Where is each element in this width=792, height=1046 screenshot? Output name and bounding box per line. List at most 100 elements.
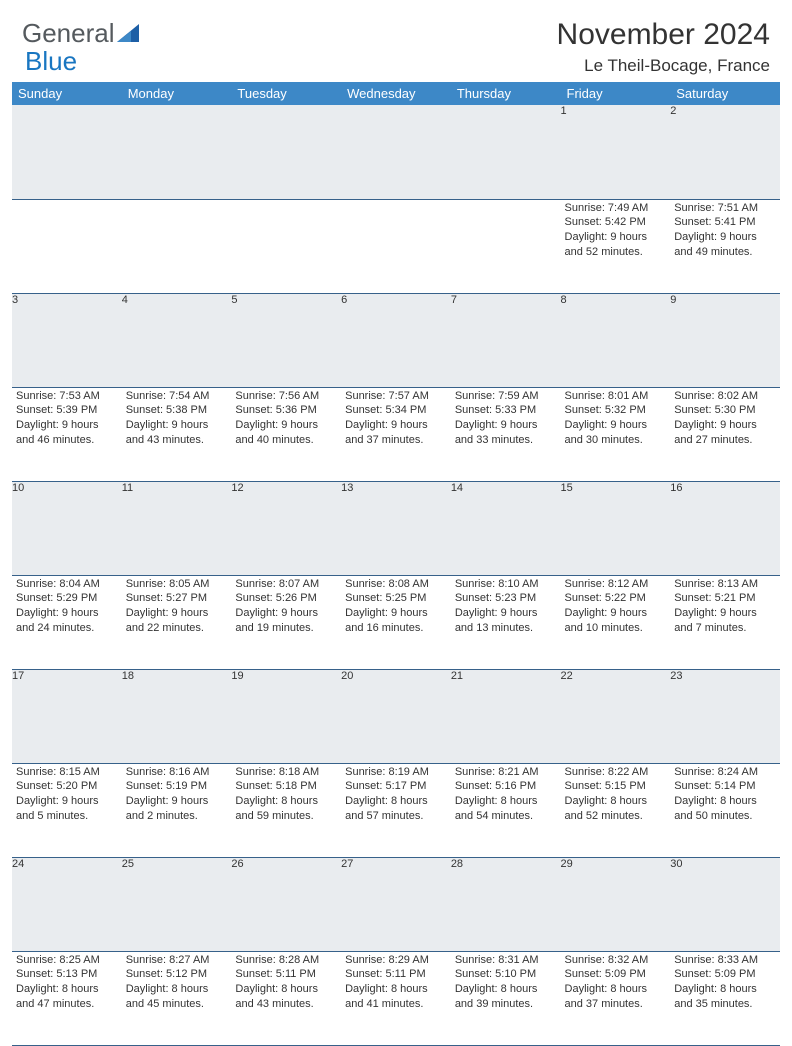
logo-text-gray: General	[22, 18, 115, 49]
day-number	[341, 105, 451, 199]
sunrise-text: Sunrise: 7:49 AM	[565, 201, 667, 216]
day-cell: Sunrise: 8:31 AMSunset: 5:10 PMDaylight:…	[451, 951, 561, 1045]
daylight-text: Daylight: 8 hours and 35 minutes.	[674, 982, 776, 1012]
day-number: 23	[670, 669, 780, 763]
daylight-text: Daylight: 8 hours and 43 minutes.	[235, 982, 337, 1012]
weekday-header: Saturday	[670, 82, 780, 105]
day-cell: Sunrise: 8:24 AMSunset: 5:14 PMDaylight:…	[670, 763, 780, 857]
daylight-text: Daylight: 9 hours and 24 minutes.	[16, 606, 118, 636]
day-cell: Sunrise: 8:04 AMSunset: 5:29 PMDaylight:…	[12, 575, 122, 669]
day-number: 7	[451, 293, 561, 387]
day-cell: Sunrise: 8:05 AMSunset: 5:27 PMDaylight:…	[122, 575, 232, 669]
daylight-text: Daylight: 9 hours and 16 minutes.	[345, 606, 447, 636]
logo-text-blue: Blue	[25, 46, 77, 77]
sunset-text: Sunset: 5:29 PM	[16, 591, 118, 606]
day-cell: Sunrise: 7:56 AMSunset: 5:36 PMDaylight:…	[231, 387, 341, 481]
daylight-text: Daylight: 9 hours and 13 minutes.	[455, 606, 557, 636]
sunset-text: Sunset: 5:38 PM	[126, 403, 228, 418]
sunset-text: Sunset: 5:10 PM	[455, 967, 557, 982]
day-cell: Sunrise: 8:19 AMSunset: 5:17 PMDaylight:…	[341, 763, 451, 857]
day-number: 21	[451, 669, 561, 763]
day-number: 9	[670, 293, 780, 387]
weekday-header: Monday	[122, 82, 232, 105]
sunset-text: Sunset: 5:23 PM	[455, 591, 557, 606]
sunrise-text: Sunrise: 7:54 AM	[126, 389, 228, 404]
day-number: 4	[122, 293, 232, 387]
daylight-text: Daylight: 9 hours and 7 minutes.	[674, 606, 776, 636]
day-number: 19	[231, 669, 341, 763]
daylight-text: Daylight: 9 hours and 49 minutes.	[674, 230, 776, 260]
daylight-text: Daylight: 9 hours and 5 minutes.	[16, 794, 118, 824]
weekday-header: Sunday	[12, 82, 122, 105]
day-cell: Sunrise: 8:33 AMSunset: 5:09 PMDaylight:…	[670, 951, 780, 1045]
sunrise-text: Sunrise: 8:01 AM	[565, 389, 667, 404]
daylight-text: Daylight: 8 hours and 41 minutes.	[345, 982, 447, 1012]
header: General November 2024 Le Theil-Bocage, F…	[0, 0, 792, 82]
sunrise-text: Sunrise: 8:16 AM	[126, 765, 228, 780]
day-detail-row: Sunrise: 8:04 AMSunset: 5:29 PMDaylight:…	[12, 575, 780, 669]
day-number: 20	[341, 669, 451, 763]
sunset-text: Sunset: 5:20 PM	[16, 779, 118, 794]
day-cell	[231, 199, 341, 293]
day-cell: Sunrise: 7:51 AMSunset: 5:41 PMDaylight:…	[670, 199, 780, 293]
day-number: 29	[561, 857, 671, 951]
day-cell	[122, 199, 232, 293]
daylight-text: Daylight: 9 hours and 52 minutes.	[565, 230, 667, 260]
sunrise-text: Sunrise: 8:10 AM	[455, 577, 557, 592]
sunset-text: Sunset: 5:15 PM	[565, 779, 667, 794]
day-number: 8	[561, 293, 671, 387]
day-cell	[341, 199, 451, 293]
day-number: 6	[341, 293, 451, 387]
sunrise-text: Sunrise: 8:07 AM	[235, 577, 337, 592]
day-number: 13	[341, 481, 451, 575]
sunrise-text: Sunrise: 8:31 AM	[455, 953, 557, 968]
day-number: 1	[561, 105, 671, 199]
sunset-text: Sunset: 5:14 PM	[674, 779, 776, 794]
day-number: 5	[231, 293, 341, 387]
sunrise-text: Sunrise: 7:51 AM	[674, 201, 776, 216]
day-cell: Sunrise: 8:28 AMSunset: 5:11 PMDaylight:…	[231, 951, 341, 1045]
sunrise-text: Sunrise: 8:29 AM	[345, 953, 447, 968]
day-number	[12, 105, 122, 199]
day-cell: Sunrise: 8:27 AMSunset: 5:12 PMDaylight:…	[122, 951, 232, 1045]
day-number: 28	[451, 857, 561, 951]
day-cell: Sunrise: 8:18 AMSunset: 5:18 PMDaylight:…	[231, 763, 341, 857]
sunset-text: Sunset: 5:22 PM	[565, 591, 667, 606]
day-number: 24	[12, 857, 122, 951]
day-number: 15	[561, 481, 671, 575]
day-cell: Sunrise: 8:02 AMSunset: 5:30 PMDaylight:…	[670, 387, 780, 481]
logo: General	[22, 18, 139, 49]
day-cell: Sunrise: 8:22 AMSunset: 5:15 PMDaylight:…	[561, 763, 671, 857]
daylight-text: Daylight: 8 hours and 54 minutes.	[455, 794, 557, 824]
sunrise-text: Sunrise: 8:25 AM	[16, 953, 118, 968]
sunrise-text: Sunrise: 8:18 AM	[235, 765, 337, 780]
day-number: 22	[561, 669, 671, 763]
sunset-text: Sunset: 5:42 PM	[565, 215, 667, 230]
day-number-row: 17181920212223	[12, 669, 780, 763]
day-cell: Sunrise: 8:15 AMSunset: 5:20 PMDaylight:…	[12, 763, 122, 857]
day-number: 14	[451, 481, 561, 575]
sunset-text: Sunset: 5:11 PM	[345, 967, 447, 982]
day-number: 12	[231, 481, 341, 575]
day-cell: Sunrise: 8:08 AMSunset: 5:25 PMDaylight:…	[341, 575, 451, 669]
day-cell: Sunrise: 8:29 AMSunset: 5:11 PMDaylight:…	[341, 951, 451, 1045]
sunset-text: Sunset: 5:19 PM	[126, 779, 228, 794]
sunrise-text: Sunrise: 8:05 AM	[126, 577, 228, 592]
daylight-text: Daylight: 9 hours and 46 minutes.	[16, 418, 118, 448]
sunrise-text: Sunrise: 8:28 AM	[235, 953, 337, 968]
sunset-text: Sunset: 5:09 PM	[674, 967, 776, 982]
calendar: Sunday Monday Tuesday Wednesday Thursday…	[0, 82, 792, 1046]
daylight-text: Daylight: 9 hours and 37 minutes.	[345, 418, 447, 448]
day-detail-row: Sunrise: 7:53 AMSunset: 5:39 PMDaylight:…	[12, 387, 780, 481]
daylight-text: Daylight: 8 hours and 59 minutes.	[235, 794, 337, 824]
day-number-row: 3456789	[12, 293, 780, 387]
sunrise-text: Sunrise: 7:56 AM	[235, 389, 337, 404]
day-number: 2	[670, 105, 780, 199]
sunrise-text: Sunrise: 8:33 AM	[674, 953, 776, 968]
sunset-text: Sunset: 5:11 PM	[235, 967, 337, 982]
sunrise-text: Sunrise: 8:27 AM	[126, 953, 228, 968]
day-cell: Sunrise: 7:54 AMSunset: 5:38 PMDaylight:…	[122, 387, 232, 481]
daylight-text: Daylight: 9 hours and 10 minutes.	[565, 606, 667, 636]
sunset-text: Sunset: 5:16 PM	[455, 779, 557, 794]
daylight-text: Daylight: 9 hours and 22 minutes.	[126, 606, 228, 636]
